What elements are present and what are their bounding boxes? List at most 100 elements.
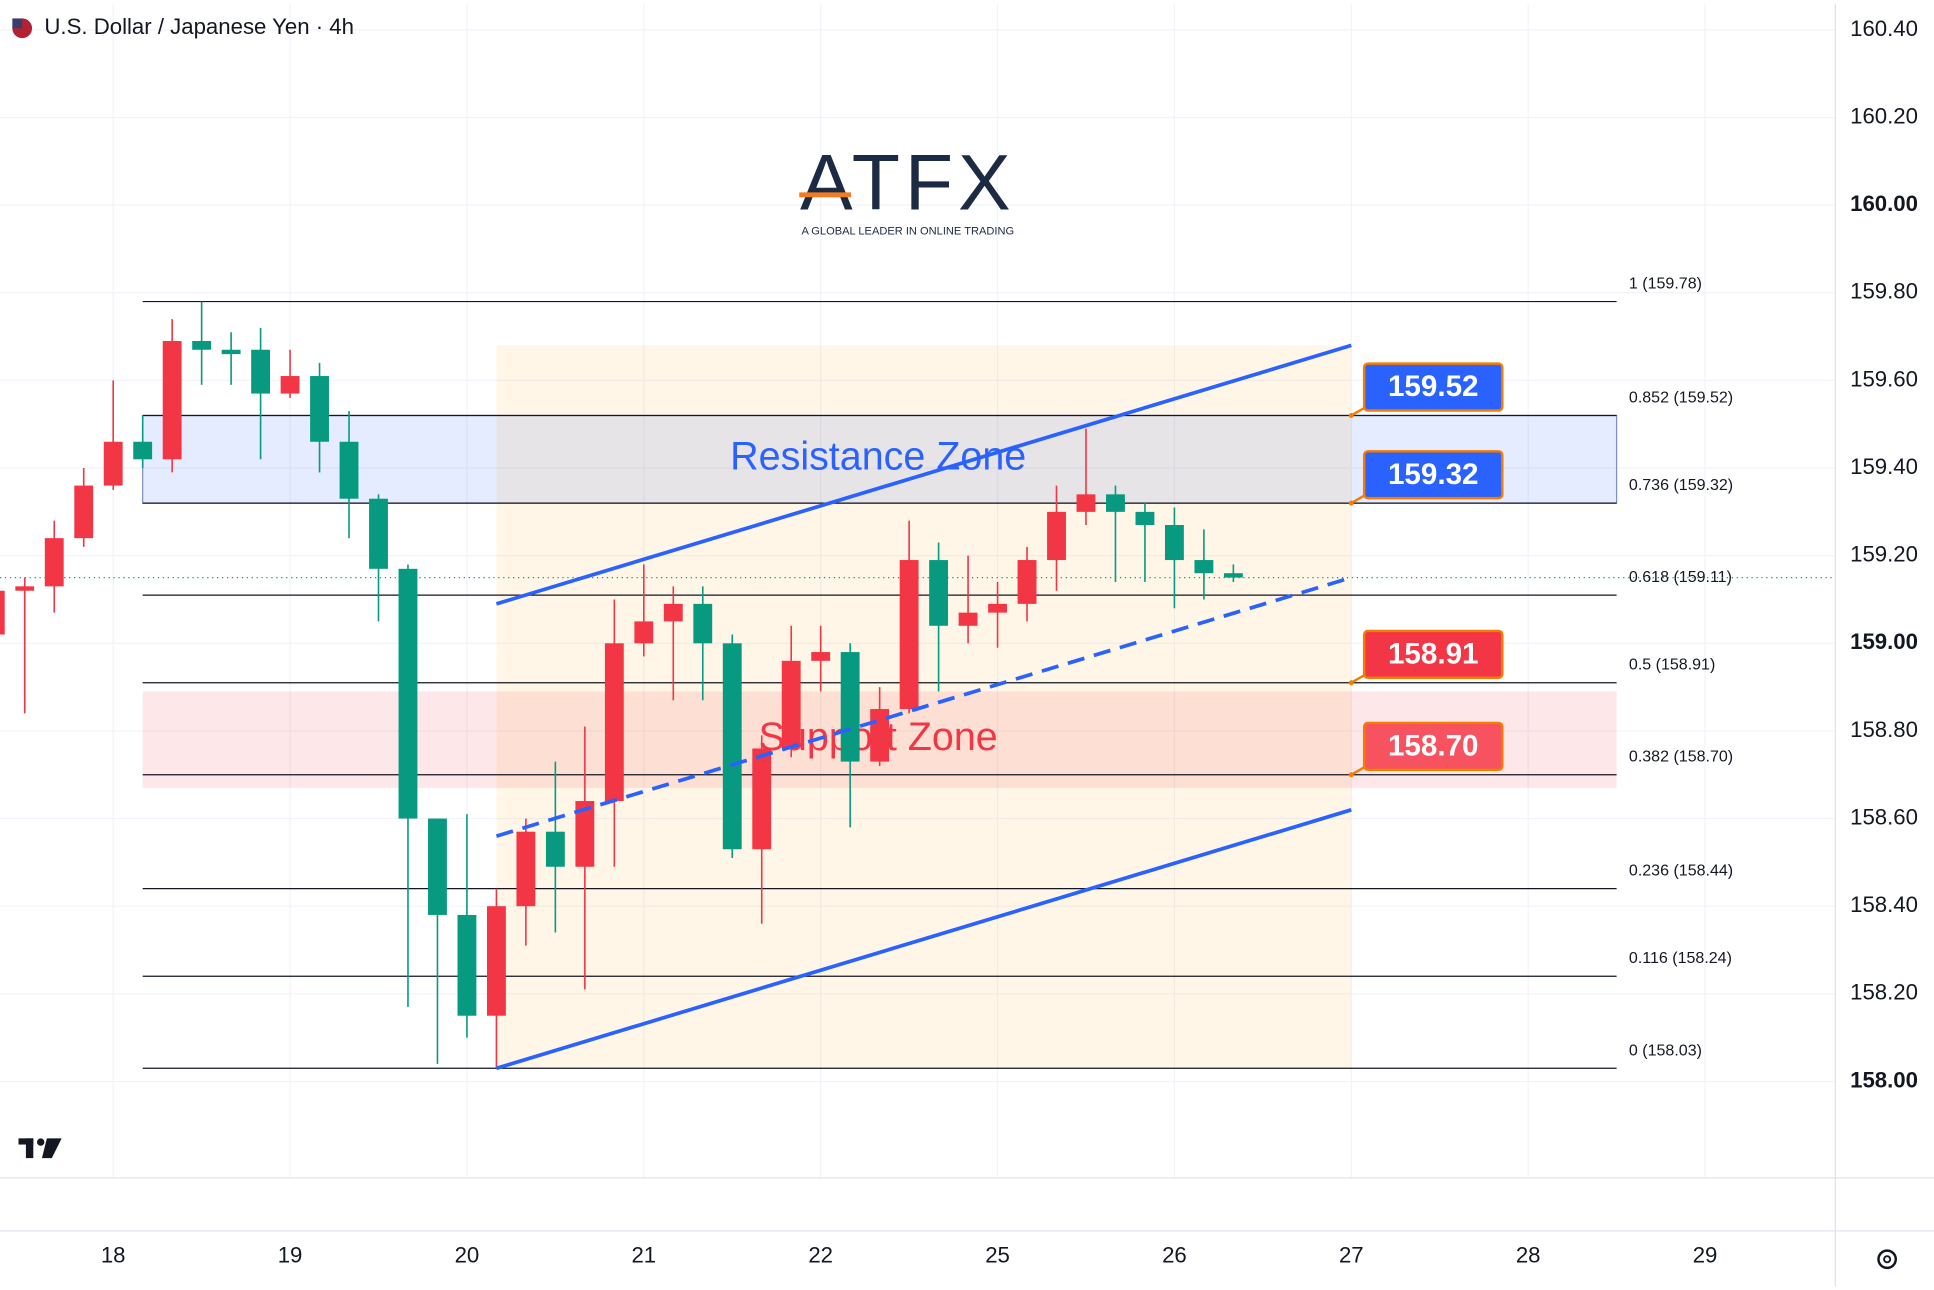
price-tag-pointer — [1350, 407, 1365, 417]
fib-label: 0.618 (159.11) — [1629, 568, 1732, 586]
fib-label: 0.852 (159.52) — [1629, 388, 1733, 406]
candle-body — [1194, 560, 1214, 574]
candle-body — [192, 340, 212, 350]
y-tick-label: 160.20 — [1850, 103, 1918, 128]
tradingview-logo — [18, 1138, 62, 1159]
candle-body — [369, 498, 388, 569]
y-tick-label: 158.00 — [1850, 1067, 1918, 1092]
candle-body — [0, 590, 5, 635]
candle-body — [840, 652, 860, 762]
fib-label: 0 (158.03) — [1629, 1041, 1702, 1059]
y-tick-label: 158.20 — [1850, 980, 1918, 1005]
candle-body — [44, 538, 64, 587]
channel-line — [495, 808, 1352, 1071]
x-tick-label: 27 — [1339, 1243, 1364, 1268]
x-tick-label: 26 — [1162, 1243, 1187, 1268]
price-tag-anchor — [1348, 772, 1354, 778]
candle-body — [1047, 511, 1066, 561]
candle-body — [133, 441, 153, 460]
price-tag-label: 159.32 — [1388, 458, 1479, 491]
price-tag-label: 158.70 — [1388, 729, 1479, 762]
logo-tagline: A GLOBAL LEADER IN ONLINE TRADING — [801, 226, 1014, 238]
candle-body — [516, 831, 536, 907]
candle-body — [15, 586, 35, 591]
y-tick-label: 159.80 — [1850, 279, 1918, 304]
candle-body — [221, 349, 241, 355]
y-tick-label: 158.40 — [1850, 892, 1918, 917]
candle-body — [428, 818, 447, 915]
y-tick-label: 160.40 — [1850, 16, 1918, 41]
fib-label: 1 (159.78) — [1629, 275, 1702, 293]
flag-canton — [12, 18, 23, 29]
candle-body — [1106, 494, 1125, 512]
candle-body — [722, 643, 742, 850]
candle-body — [811, 652, 831, 661]
price-tag-label: 159.52 — [1388, 370, 1479, 403]
candle-body — [74, 485, 94, 539]
price-tag-anchor — [1348, 413, 1354, 418]
price-tag-pointer — [1350, 674, 1365, 684]
price-tag-anchor — [1348, 680, 1354, 686]
candle-body — [1135, 511, 1155, 526]
candle-body — [929, 560, 949, 626]
candle-body — [486, 906, 506, 1016]
chart-title: U.S. Dollar / Japanese Yen · 4h — [44, 14, 354, 39]
candle-body — [604, 643, 624, 802]
candle-body — [310, 376, 329, 442]
candle-body — [988, 603, 1007, 613]
candle-body — [575, 801, 595, 867]
y-tick-label: 158.80 — [1850, 717, 1918, 742]
candle-body — [693, 603, 713, 644]
tv-logo-part — [41, 1138, 62, 1159]
price-tag-box — [1362, 362, 1504, 412]
price-tag-box — [1362, 450, 1504, 500]
y-tick-label: 158.60 — [1850, 804, 1918, 829]
candle-body — [634, 621, 654, 644]
price-tag-box — [1362, 629, 1504, 680]
y-tick-label: 159.60 — [1850, 366, 1918, 391]
settings-icon-center[interactable] — [1883, 1255, 1892, 1264]
candle-body — [781, 660, 801, 749]
tv-logo-part — [25, 1138, 34, 1159]
fib-label: 0.382 (158.70) — [1629, 748, 1733, 766]
candle-body — [958, 612, 978, 626]
grid — [0, 3, 1836, 1178]
fib-label: 0.736 (159.32) — [1629, 476, 1733, 494]
candle-body — [103, 441, 123, 486]
y-tick-label: 159.20 — [1850, 542, 1918, 567]
x-tick-label: 19 — [278, 1243, 303, 1268]
x-tick-label: 18 — [101, 1243, 126, 1268]
candle-body — [251, 349, 271, 394]
candle-body — [457, 914, 477, 1016]
tv-logo-part — [37, 1138, 45, 1146]
candle-body — [398, 568, 418, 819]
symbol-flag — [12, 18, 33, 39]
price-tag-pointer — [1350, 494, 1365, 505]
candle-body — [752, 748, 772, 850]
candle-body — [1164, 525, 1184, 561]
price-tag-pointer — [1350, 766, 1365, 776]
y-tick-label: 159.00 — [1850, 629, 1918, 654]
channel-line — [495, 575, 1352, 838]
candle-body — [339, 441, 359, 499]
price-tag-label: 158.91 — [1388, 637, 1479, 670]
candle-body — [162, 340, 182, 460]
candle-body — [545, 831, 565, 867]
fib-label: 0.236 (158.44) — [1629, 862, 1733, 880]
x-tick-label: 21 — [631, 1243, 656, 1268]
settings-icon[interactable] — [1877, 1249, 1897, 1270]
candle-body — [1223, 573, 1243, 578]
candle-body — [1017, 560, 1037, 604]
atfx-logo: ATFX A GLOBAL LEADER IN ONLINE TRADING — [799, 138, 1016, 238]
settings-button[interactable] — [1877, 1249, 1897, 1270]
x-tick-label: 29 — [1693, 1243, 1718, 1268]
x-tick-label: 22 — [808, 1243, 833, 1268]
fib-label: 0.116 (158.24) — [1629, 949, 1732, 967]
x-tick-label: 28 — [1516, 1243, 1541, 1268]
fib-label: 0.5 (158.91) — [1629, 656, 1715, 674]
candle-body — [899, 560, 919, 710]
logo-text: ATFX — [800, 138, 1016, 226]
